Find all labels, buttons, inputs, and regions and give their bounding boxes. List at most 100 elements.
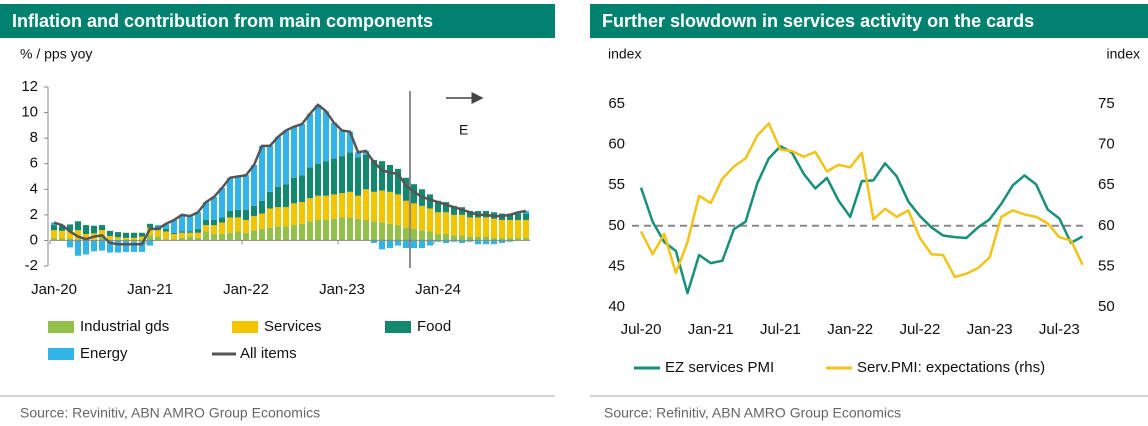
bar-segment <box>434 212 442 235</box>
bar-segment <box>266 208 274 228</box>
bar-segment <box>306 221 314 241</box>
legend-label: Services <box>264 318 322 335</box>
bar-segment <box>98 225 106 231</box>
bar-segment <box>138 236 146 241</box>
y-tick-label: 65 <box>608 95 625 112</box>
bar-segment <box>50 237 58 241</box>
bar-segment <box>234 209 242 218</box>
bar-segment <box>394 168 402 195</box>
bar-segment <box>194 228 202 233</box>
bar-segment <box>194 237 202 241</box>
legend-label: All items <box>240 345 297 362</box>
bar-segment <box>426 240 434 246</box>
bar-segment <box>186 231 194 233</box>
x-tick-label: Jul-21 <box>760 321 801 338</box>
bar-segment <box>458 240 466 243</box>
legend-swatch <box>48 321 74 333</box>
bar-segment <box>170 239 178 241</box>
y2-tick-label: 50 <box>1098 298 1115 315</box>
bar-segment <box>306 113 314 168</box>
bar-segment <box>98 240 106 251</box>
bar-segment <box>282 207 290 227</box>
bar-segment <box>178 231 186 233</box>
bar-segment <box>506 240 514 242</box>
bar-segment <box>58 238 66 241</box>
bar-segment <box>130 240 138 242</box>
y2-axis-label: index <box>1107 46 1140 62</box>
bar-segment <box>130 237 138 241</box>
bar-segment <box>90 225 98 234</box>
bar-segment <box>498 237 506 241</box>
bar-segment <box>498 219 506 238</box>
y-tick-label: 12 <box>21 78 38 95</box>
bar-segment <box>506 237 514 241</box>
bar-segment <box>146 235 154 241</box>
bar-segment <box>522 213 530 220</box>
x-tick-label: Jul-20 <box>621 321 662 338</box>
legend-label: Food <box>417 318 451 335</box>
legend-label: Energy <box>80 345 128 362</box>
source: Source: Revinitiv, ABN AMRO Group Econom… <box>20 405 320 421</box>
bar-segment <box>418 230 426 241</box>
bar-segment <box>218 188 226 218</box>
bar-segment <box>410 184 418 204</box>
bar-segment <box>298 124 306 176</box>
bar-segment <box>146 223 154 228</box>
bar-segment <box>234 231 242 241</box>
bar-segment <box>242 232 250 241</box>
bar-segment <box>402 177 410 201</box>
bar-segment <box>186 236 194 241</box>
bar-segment <box>386 223 394 241</box>
bar-segment <box>314 219 322 241</box>
bar-segment <box>322 195 330 220</box>
bar-segment <box>202 231 210 241</box>
bar-segment <box>250 216 258 231</box>
bar-segment <box>442 234 450 241</box>
bar-segment <box>330 158 338 195</box>
bar-segment <box>378 190 386 223</box>
bar-segment <box>162 231 170 240</box>
bar-segment <box>66 224 74 231</box>
bar-segment <box>66 230 74 239</box>
bar-segment <box>354 157 362 196</box>
bar-segment <box>218 217 226 223</box>
bar-segment <box>306 198 314 222</box>
bar-segment <box>290 225 298 241</box>
bar-segment <box>162 239 170 241</box>
bar-segment <box>386 240 394 249</box>
bar-segment <box>338 193 346 218</box>
bar-segment <box>362 154 370 190</box>
bar-segment <box>498 240 506 243</box>
bar-segment <box>306 167 314 199</box>
bar-segment <box>490 240 498 245</box>
bar-segment <box>250 164 258 206</box>
bar-segment <box>290 177 298 204</box>
bar-segment <box>338 130 346 157</box>
bar-segment <box>322 111 330 162</box>
y-tick-label: 4 <box>30 180 38 197</box>
bar-segment <box>370 240 378 243</box>
bar-segment <box>146 240 154 246</box>
legend-swatch <box>385 321 411 333</box>
bar-segment <box>282 130 290 185</box>
bar-segment <box>442 240 450 243</box>
bar-segment <box>354 195 362 219</box>
bar-segment <box>66 238 74 241</box>
bar-segment <box>274 226 282 241</box>
bar-segment <box>98 230 106 236</box>
y-tick-label: 55 <box>608 176 625 193</box>
bar-segment <box>434 240 442 242</box>
bar-segment <box>450 235 458 241</box>
legend-swatch <box>48 348 74 360</box>
bar-segment <box>378 240 386 250</box>
y-axis-label: % / pps yoy <box>20 46 92 62</box>
bar-segment <box>178 214 186 232</box>
bar-segment <box>434 200 442 213</box>
y-tick-label: 60 <box>608 136 625 153</box>
bar-segment <box>58 225 66 231</box>
bar-segment <box>74 240 82 256</box>
bar-segment <box>442 202 450 213</box>
bar-segment <box>266 145 274 192</box>
bar-segment <box>258 228 266 241</box>
